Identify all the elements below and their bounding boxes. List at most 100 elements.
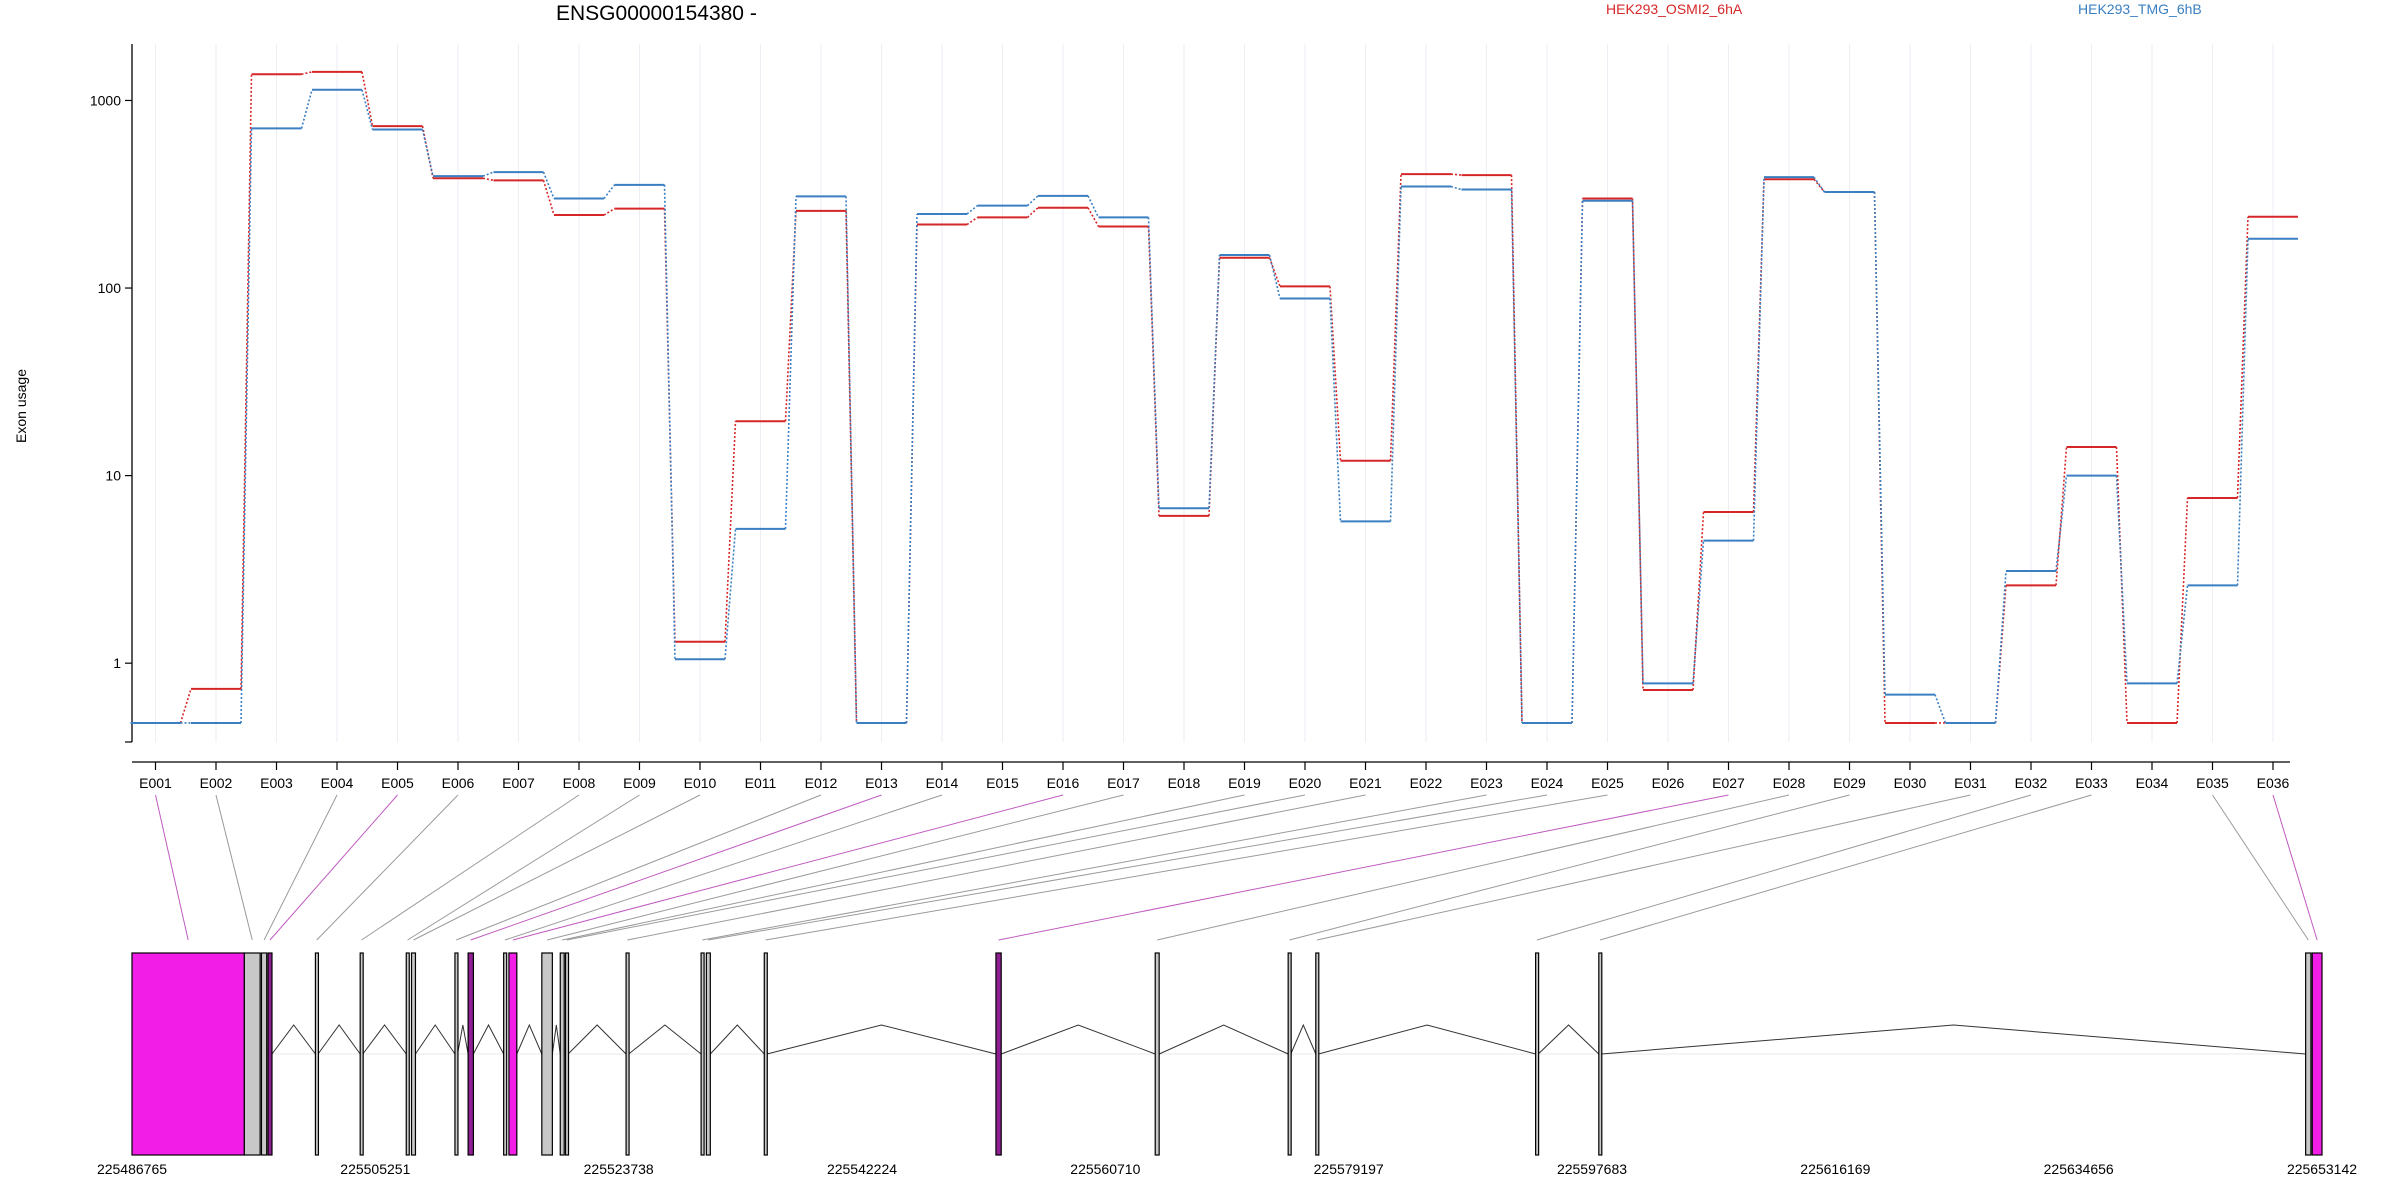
y-tick-label: 10	[105, 468, 121, 484]
connector-osmi2	[2055, 446, 2068, 586]
connector-tmg	[2236, 238, 2249, 586]
x-tick-label-e006: E006	[442, 775, 475, 791]
exon-connector-e019	[765, 794, 1608, 941]
genomic-position-label: 225486765	[97, 1161, 167, 1177]
connector-tmg	[1873, 192, 1886, 695]
intron-line	[709, 1024, 765, 1055]
x-tick-label-e021: E021	[1349, 775, 1382, 791]
intron-line	[1537, 1024, 1600, 1055]
connector-tmg	[2176, 585, 2189, 684]
exon-box-e009	[454, 952, 459, 1156]
exon-connector-e026	[2212, 794, 2309, 941]
exon-connector-e020	[998, 794, 1729, 941]
genomic-position-label: 225597683	[1557, 1161, 1627, 1177]
x-tick-label-e032: E032	[2015, 775, 2048, 791]
connector-osmi2	[482, 177, 494, 182]
connector-osmi2	[1087, 207, 1100, 227]
exon-connector-e023	[1317, 794, 1971, 941]
genomic-position-label: 225579197	[1314, 1161, 1384, 1177]
connector-osmi2	[2236, 216, 2249, 498]
connector-osmi2	[1329, 286, 1342, 461]
intron-line	[415, 1024, 456, 1055]
exon-connector-e024	[1536, 794, 2032, 941]
connector-tmg	[1571, 200, 1584, 723]
exon-box-e004	[267, 952, 273, 1156]
genomic-position-label: 225523738	[584, 1161, 654, 1177]
connector-tmg	[663, 184, 676, 660]
exon-connector-e004	[269, 794, 398, 941]
genomic-position-label: 225505251	[340, 1161, 410, 1177]
exon-connectors	[155, 794, 2318, 941]
x-tick-label-e022: E022	[1410, 775, 1443, 791]
exon-box-e020	[995, 952, 1002, 1156]
x-tick-label-e003: E003	[260, 775, 293, 791]
exon-box-e005	[314, 952, 320, 1156]
connector-osmi2	[724, 421, 737, 642]
exon-connector-e001	[155, 794, 189, 941]
connector-tmg	[300, 89, 313, 129]
intron-line	[551, 1024, 561, 1055]
exon-connector-e016	[627, 794, 1366, 941]
intron-line	[628, 1024, 702, 1055]
connector-tmg	[1147, 217, 1160, 509]
connector-osmi2	[1752, 179, 1765, 512]
genomic-position-label: 225634656	[2044, 1161, 2114, 1177]
exon-box-e024	[1535, 952, 1540, 1156]
connector-tmg	[1389, 186, 1402, 522]
exon-box-e027	[2311, 952, 2323, 1156]
exon-box-e025	[1598, 952, 1603, 1156]
exon-connector-e009	[456, 794, 822, 941]
exon-box-e006	[359, 952, 364, 1156]
connector-osmi2	[784, 210, 797, 422]
intron-line	[1318, 1024, 1536, 1055]
exon-connector-e007	[407, 794, 640, 941]
x-tick-label-e005: E005	[381, 775, 414, 791]
intron-line	[1158, 1024, 1289, 1055]
x-tick-label-e017: E017	[1107, 775, 1140, 791]
x-tick-label-e024: E024	[1531, 775, 1564, 791]
connector-tmg	[966, 205, 979, 215]
x-tick-label-e001: E001	[139, 775, 172, 791]
x-tick-label-e036: E036	[2257, 775, 2290, 791]
x-tick-label-e015: E015	[986, 775, 1019, 791]
exon-connector-e011	[504, 794, 943, 941]
exon-connector-e015	[566, 794, 1306, 941]
legend-entry-tmg: HEK293_TMG_6hB	[2078, 1, 2202, 17]
connector-tmg	[1752, 177, 1765, 541]
exon-box-e001	[131, 952, 245, 1156]
exon-box-e016	[625, 952, 630, 1156]
exon-connector-e012	[512, 794, 1064, 941]
x-tick-label-e007: E007	[502, 775, 535, 791]
genomic-position-label: 225560710	[1070, 1161, 1140, 1177]
exon-box-e007	[405, 952, 410, 1156]
genomic-axis: 225486765 225505251 225523738 225542224 2255…	[97, 1161, 2357, 1177]
connector-osmi2	[1692, 511, 1705, 690]
x-tick-label-e031: E031	[1954, 775, 1987, 791]
x-tick-label-e018: E018	[1168, 775, 1201, 791]
exon-box-e022	[1287, 952, 1292, 1156]
connector-tmg	[1692, 540, 1705, 684]
intron-line	[1601, 1024, 2306, 1055]
x-tick-label-e027: E027	[1712, 775, 1745, 791]
x-ticks: E001 E002 E003 E004 E005 E006 E007 E008 E009 E010…	[139, 762, 2290, 791]
exon-connector-e006	[361, 794, 580, 941]
exon-box-e003	[260, 952, 268, 1156]
genomic-position-label: 225653142	[2287, 1161, 2357, 1177]
exon-connector-e017	[702, 794, 1487, 941]
exon-connector-e002	[215, 794, 253, 941]
connector-osmi2	[1268, 257, 1281, 287]
x-tick-label-e008: E008	[563, 775, 596, 791]
exon-connector-e005	[316, 794, 459, 941]
intron-line	[1290, 1023, 1317, 1055]
intron-line	[766, 1024, 997, 1055]
connector-tmg	[1510, 189, 1523, 723]
x-tick-label-e026: E026	[1652, 775, 1685, 791]
exon-connector-e025	[1599, 794, 2092, 941]
x-tick-label-e013: E013	[865, 775, 898, 791]
exon-connector-e003	[263, 794, 338, 941]
x-tick-label-e020: E020	[1289, 775, 1322, 791]
x-tick-label-e011: E011	[745, 775, 777, 791]
x-tick-label-e009: E009	[623, 775, 656, 791]
exon-box-e021	[1154, 952, 1160, 1156]
